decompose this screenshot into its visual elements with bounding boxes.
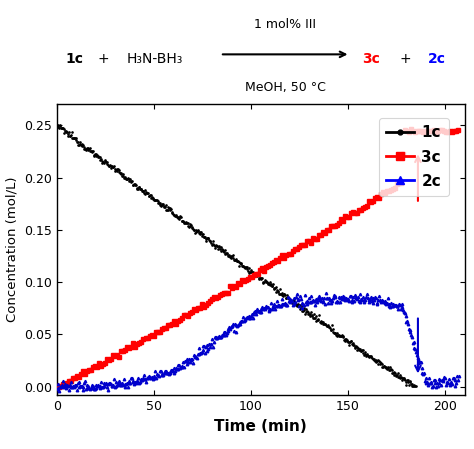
2c (272, 306, 278, 312)
1c (322, 321, 328, 326)
1c (291, 299, 297, 304)
3c (345, 213, 351, 219)
3c (55, 384, 61, 389)
Text: 3c: 3c (363, 52, 381, 66)
Y-axis label: Concentration (mol/L): Concentration (mol/L) (6, 177, 18, 322)
2c (56, 388, 62, 393)
2c (248, 313, 254, 318)
3c (347, 214, 353, 219)
Text: +: + (98, 52, 109, 66)
X-axis label: Time (min): Time (min) (214, 418, 307, 434)
3c (450, 125, 456, 130)
3c (214, 295, 220, 300)
Text: 2c: 2c (428, 52, 446, 66)
3c (103, 357, 109, 363)
2c (54, 386, 60, 392)
Line: 3c: 3c (55, 126, 460, 388)
1c (157, 200, 163, 206)
Line: 2c: 2c (55, 292, 460, 392)
1c (236, 260, 242, 265)
3c (456, 126, 462, 132)
1c (356, 347, 362, 352)
Text: MeOH, 50 °C: MeOH, 50 °C (245, 81, 326, 94)
Legend: 1c, 3c, 2c: 1c, 3c, 2c (379, 118, 449, 196)
2c (456, 374, 462, 379)
Text: H₃N-BH₃: H₃N-BH₃ (126, 52, 182, 66)
1c (54, 123, 60, 128)
2c (294, 292, 300, 297)
Text: 1 mol% III: 1 mol% III (254, 18, 316, 31)
3c (308, 241, 313, 246)
2c (385, 295, 391, 300)
Text: 1c: 1c (65, 52, 83, 66)
3c (54, 383, 60, 388)
2c (448, 379, 454, 384)
1c (125, 175, 131, 180)
Line: 1c: 1c (55, 123, 417, 387)
2c (323, 291, 328, 296)
2c (246, 315, 251, 321)
3c (186, 310, 191, 315)
Text: +: + (399, 52, 411, 66)
